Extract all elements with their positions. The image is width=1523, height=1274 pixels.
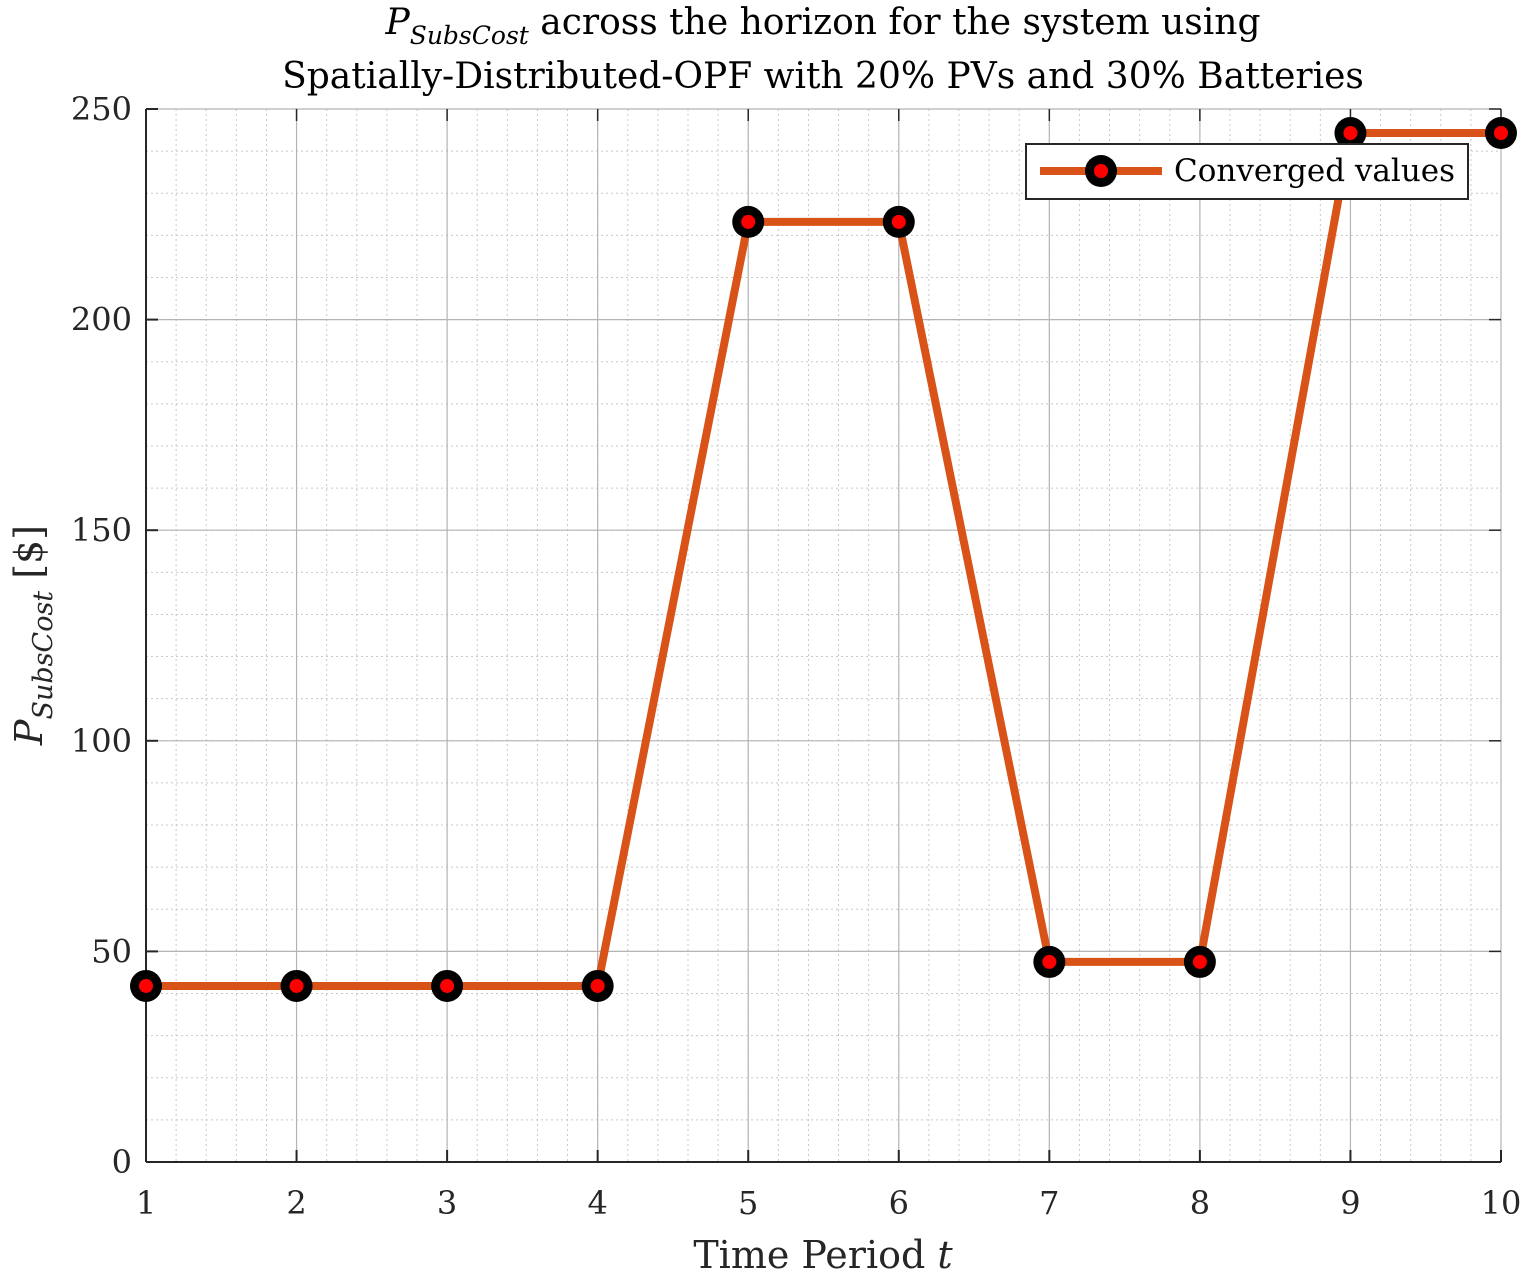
legend: Converged values [1025,143,1469,200]
series-line [146,129,1501,990]
x-axis-label: Time Period t [693,1233,953,1274]
data-point-marker-center [1343,126,1358,141]
x-tick-label: 1 [136,1184,156,1222]
y-axis-label: PSubsCost [$] [7,525,59,746]
x-tick-label: 8 [1190,1184,1210,1222]
y-tick-label: 100 [71,722,132,760]
x-tick-label: 6 [889,1184,909,1222]
data-point-marker-center [1494,126,1508,141]
x-tick-label: 9 [1340,1184,1360,1222]
data-point-marker-center [891,214,906,229]
series-lines [146,129,1501,990]
x-tick-label: 10 [1481,1184,1522,1222]
plot-background [146,109,1501,1162]
data-point-marker-center [741,214,756,229]
y-tick-label: 50 [91,932,132,970]
x-tick-label: 2 [286,1184,306,1222]
chart-title-line-2: Spatially-Distributed-OPF with 20% PVs a… [282,56,1364,97]
x-tick-label: 7 [1039,1184,1059,1222]
data-point-marker-center [590,978,605,993]
x-tick-label: 3 [437,1184,457,1222]
y-tick-label: 150 [71,511,132,549]
chart-title-line-1: PSubsCost across the horizon for the sys… [384,2,1260,50]
data-point-marker-center [139,978,153,993]
legend-marker-inner [1094,164,1108,178]
x-tick-label: 5 [738,1184,758,1222]
legend-label: Converged values [1174,153,1455,189]
y-tick-label: 200 [71,301,132,339]
x-axis-ticks: 1 2 3 4 5 6 7 8 9 10 [136,109,1522,1222]
series-points [130,117,1517,1002]
x-tick-label: 4 [587,1184,607,1222]
y-tick-label: 250 [71,90,132,128]
data-point-marker-center [1042,954,1057,969]
data-point-marker-center [289,978,304,993]
data-point-marker-center [1192,954,1207,969]
y-axis-ticks: 0 50 100 150 200 250 [71,90,1501,1181]
data-point-marker-center [440,978,455,993]
y-tick-label: 0 [112,1143,132,1181]
